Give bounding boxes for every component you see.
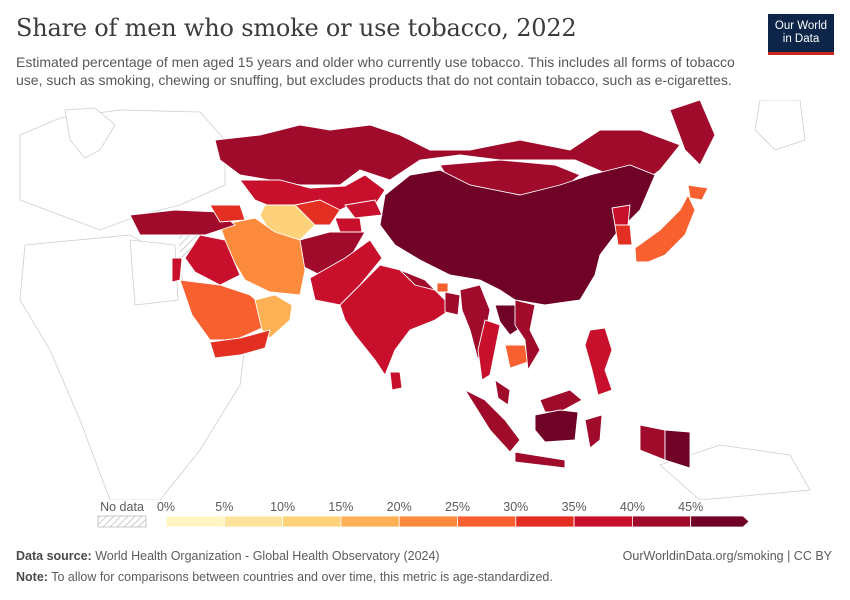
- legend-bin[interactable]: [573, 515, 633, 528]
- logo-line-2: in Data: [782, 33, 820, 45]
- south-korea: [614, 224, 633, 246]
- country-shapes: [129, 100, 716, 469]
- legend-tick-label: 15%: [328, 500, 353, 514]
- papua-new-guinea: [664, 429, 691, 469]
- legend-bin[interactable]: [340, 515, 400, 528]
- oman-uae: [254, 294, 293, 339]
- legend-no-data-label: No data: [100, 500, 144, 514]
- malaysia-borneo: [539, 389, 583, 413]
- indonesia-sulawesi: [584, 414, 603, 449]
- bhutan: [436, 282, 449, 293]
- logo-line-1: Our World: [774, 20, 828, 32]
- indonesia-java: [514, 451, 566, 469]
- iran: [219, 217, 306, 296]
- levant: [171, 257, 183, 283]
- note-text: To allow for comparisons between countri…: [51, 570, 553, 584]
- philippines: [584, 327, 613, 396]
- legend-tick-label: 40%: [620, 500, 645, 514]
- cambodia: [504, 344, 529, 369]
- indonesia-sumatra: [463, 388, 521, 453]
- kyrgyzstan: [344, 199, 383, 219]
- source-label: Data source:: [16, 549, 92, 563]
- legend-bins: [97, 515, 750, 528]
- india: [339, 264, 451, 376]
- legend-tick-label: 25%: [445, 500, 470, 514]
- russia-east: [669, 100, 716, 166]
- legend-bin[interactable]: [165, 515, 225, 528]
- caucasus: [209, 204, 246, 223]
- legend-tick-label: 30%: [503, 500, 528, 514]
- source-text[interactable]: World Health Organization - Global Healt…: [95, 549, 440, 563]
- legend-labels: No data 0% 5% 10% 15% 20% 25% 30% 35% 40% 45%: [100, 500, 703, 514]
- vietnam: [514, 299, 541, 372]
- australia-shape: [659, 444, 811, 500]
- legend-bin[interactable]: [282, 515, 342, 528]
- sri-lanka: [389, 371, 403, 391]
- malaysia: [494, 379, 511, 406]
- legend-tick-label: 5%: [215, 500, 233, 514]
- turkey: [129, 209, 236, 236]
- tajikistan: [334, 217, 363, 233]
- legend-bin[interactable]: [223, 515, 284, 528]
- indonesia-papua: [639, 424, 666, 461]
- legend-no-data-swatch[interactable]: [97, 515, 147, 528]
- legend-bin[interactable]: [690, 515, 750, 528]
- legend-tick-label: 10%: [270, 500, 295, 514]
- data-source: Data source: World Health Organization -…: [16, 549, 440, 563]
- japan: [634, 193, 696, 263]
- indonesia-borneo: [534, 409, 579, 443]
- legend-tick-label: 0%: [157, 500, 175, 514]
- note-label: Note:: [16, 570, 48, 584]
- choropleth-map: [19, 100, 811, 500]
- chart-title: Share of men who smoke or use tobacco, 2…: [16, 14, 577, 42]
- legend: No data 0% 5% 10% 15% 20% 25% 30% 35% 40% 45%: [97, 500, 750, 528]
- nepal: [399, 269, 437, 291]
- site-link[interactable]: OurWorldinData.org/smoking | CC BY: [622, 549, 832, 563]
- legend-tick-label: 20%: [387, 500, 412, 514]
- yemen: [209, 329, 271, 359]
- legend-tick-label: 45%: [678, 500, 703, 514]
- north-korea: [611, 204, 631, 226]
- legend-bin[interactable]: [457, 515, 517, 528]
- legend-bin[interactable]: [398, 515, 458, 528]
- egypt-shape: [129, 239, 179, 306]
- legend-bin[interactable]: [632, 515, 692, 528]
- legend-tick-label: 35%: [562, 500, 587, 514]
- thailand: [477, 319, 501, 381]
- bangladesh: [444, 291, 461, 316]
- scandinavia-shape: [64, 107, 116, 159]
- pakistan: [309, 239, 383, 306]
- note: Note: To allow for comparisons between c…: [16, 570, 553, 584]
- japan-north: [687, 184, 709, 201]
- owid-logo[interactable]: Our World in Data: [768, 14, 834, 55]
- legend-bin[interactable]: [515, 515, 575, 528]
- chart-subtitle: Estimated percentage of men aged 15 year…: [16, 54, 735, 88]
- china: [379, 164, 656, 306]
- alaska-shape: [754, 100, 806, 151]
